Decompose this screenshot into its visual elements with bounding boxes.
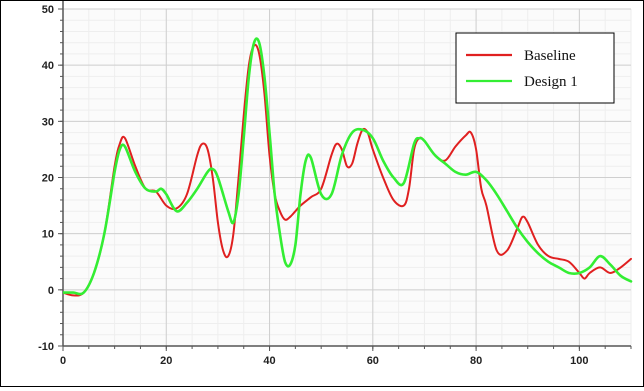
x-tick-label: 0 bbox=[60, 355, 66, 367]
x-tick-label: 60 bbox=[367, 355, 379, 367]
y-tick-label: 0 bbox=[48, 285, 54, 297]
y-tick-label: 40 bbox=[42, 60, 54, 72]
x-tick-label: 80 bbox=[470, 355, 482, 367]
legend-label-baseline: Baseline bbox=[524, 48, 576, 64]
axes bbox=[58, 1, 632, 351]
y-tick-label: 50 bbox=[42, 4, 54, 16]
legend: Baseline Design 1 bbox=[455, 32, 615, 104]
tick-labels: 0 20 40 60 80 100 -10 0 10 20 30 40 50 bbox=[38, 4, 588, 367]
series-lines bbox=[63, 37, 633, 297]
x-tick-label: 40 bbox=[263, 355, 275, 367]
series-line-design-1 bbox=[63, 37, 633, 296]
y-tick-label: 20 bbox=[42, 173, 54, 185]
series-line-baseline bbox=[63, 43, 632, 297]
legend-box bbox=[455, 32, 615, 104]
y-tick-label: -10 bbox=[38, 341, 54, 353]
legend-label-design-1: Design 1 bbox=[524, 74, 578, 90]
y-tick-label: 30 bbox=[42, 116, 54, 128]
y-tick-label: 10 bbox=[42, 229, 54, 241]
x-tick-label: 100 bbox=[570, 355, 588, 367]
x-tick-label: 20 bbox=[160, 355, 172, 367]
